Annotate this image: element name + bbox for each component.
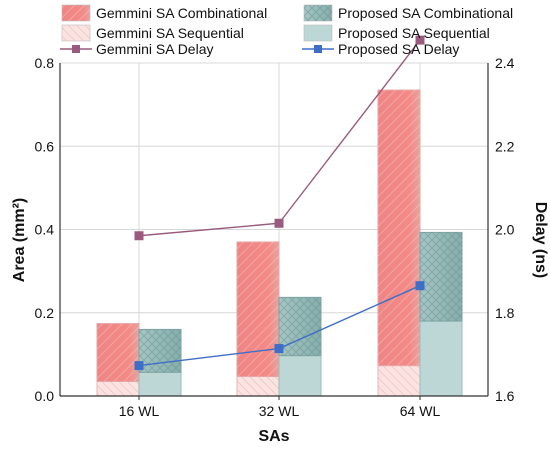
bar-gemmini-combinational-hatch [237, 241, 279, 377]
point-proposed-delay [415, 281, 425, 291]
legend-marker [72, 45, 80, 53]
bar-gemmini-sequential-hatch [97, 381, 139, 396]
legend-label: Proposed SA Sequential [338, 25, 490, 41]
y-right-tick-label: 1.6 [495, 388, 515, 404]
y-axis-left-title: Area (mm²) [11, 198, 28, 282]
y-left-tick-label: 0.4 [35, 222, 55, 238]
bar-proposed-sequential [419, 320, 463, 397]
x-tick-label: 16 WL [119, 403, 160, 419]
bar-proposed-combinational-hatch [279, 297, 321, 356]
point-gemmini-delay [415, 35, 425, 45]
bar-gemmini-combinational-hatch [97, 323, 139, 382]
y-axis-right-title: Delay (ns) [532, 202, 549, 278]
delay-lines [134, 35, 425, 371]
legend-label: Gemmini SA Combinational [96, 5, 267, 21]
axes: 0.0 0.2 0.4 0.6 0.8 1.6 1.8 2.0 2.2 2.4 16 WL 32 WL… [35, 55, 515, 419]
legend-marker [314, 45, 322, 53]
bar-gemmini-combinational-hatch [378, 90, 420, 366]
bar-proposed-combinational-hatch [139, 329, 181, 373]
legend-swatch-hatch [304, 5, 332, 21]
point-proposed-delay [274, 344, 284, 354]
point-proposed-delay [134, 361, 144, 371]
legend-label: Gemmini SA Sequential [96, 25, 244, 41]
y-right-tick-label: 2.4 [495, 55, 515, 71]
legend-label: Proposed SA Combinational [338, 5, 513, 21]
y-right-tick-label: 2.0 [495, 222, 515, 238]
y-left-tick-label: 0.0 [35, 388, 55, 404]
legend-label: Proposed SA Delay [338, 41, 459, 57]
x-tick-label: 32 WL [259, 403, 300, 419]
legend-swatch-hatch [62, 5, 90, 21]
legend-swatch-hatch [62, 25, 90, 41]
y-right-tick-label: 2.2 [495, 138, 515, 154]
bar-gemmini-sequential-hatch [237, 376, 279, 396]
y-right-tick-label: 1.8 [495, 305, 515, 321]
bar-proposed-sequential [278, 355, 322, 397]
point-gemmini-delay [274, 218, 284, 228]
y-left-tick-label: 0.6 [35, 138, 55, 154]
x-axis-title: SAs [258, 428, 289, 445]
y-left-tick-label: 0.8 [35, 55, 55, 71]
legend-swatch [303, 24, 333, 42]
bar-proposed-combinational-hatch [420, 232, 462, 322]
bar-gemmini-sequential-hatch [378, 365, 420, 396]
legend-label: Gemmini SA Delay [96, 41, 213, 57]
point-gemmini-delay [134, 231, 144, 241]
legend: Gemmini SA Combinational Proposed SA Comb… [60, 4, 513, 57]
x-tick-label: 64 WL [400, 403, 441, 419]
bar-proposed-sequential [138, 371, 182, 397]
y-left-tick-label: 0.2 [35, 305, 55, 321]
